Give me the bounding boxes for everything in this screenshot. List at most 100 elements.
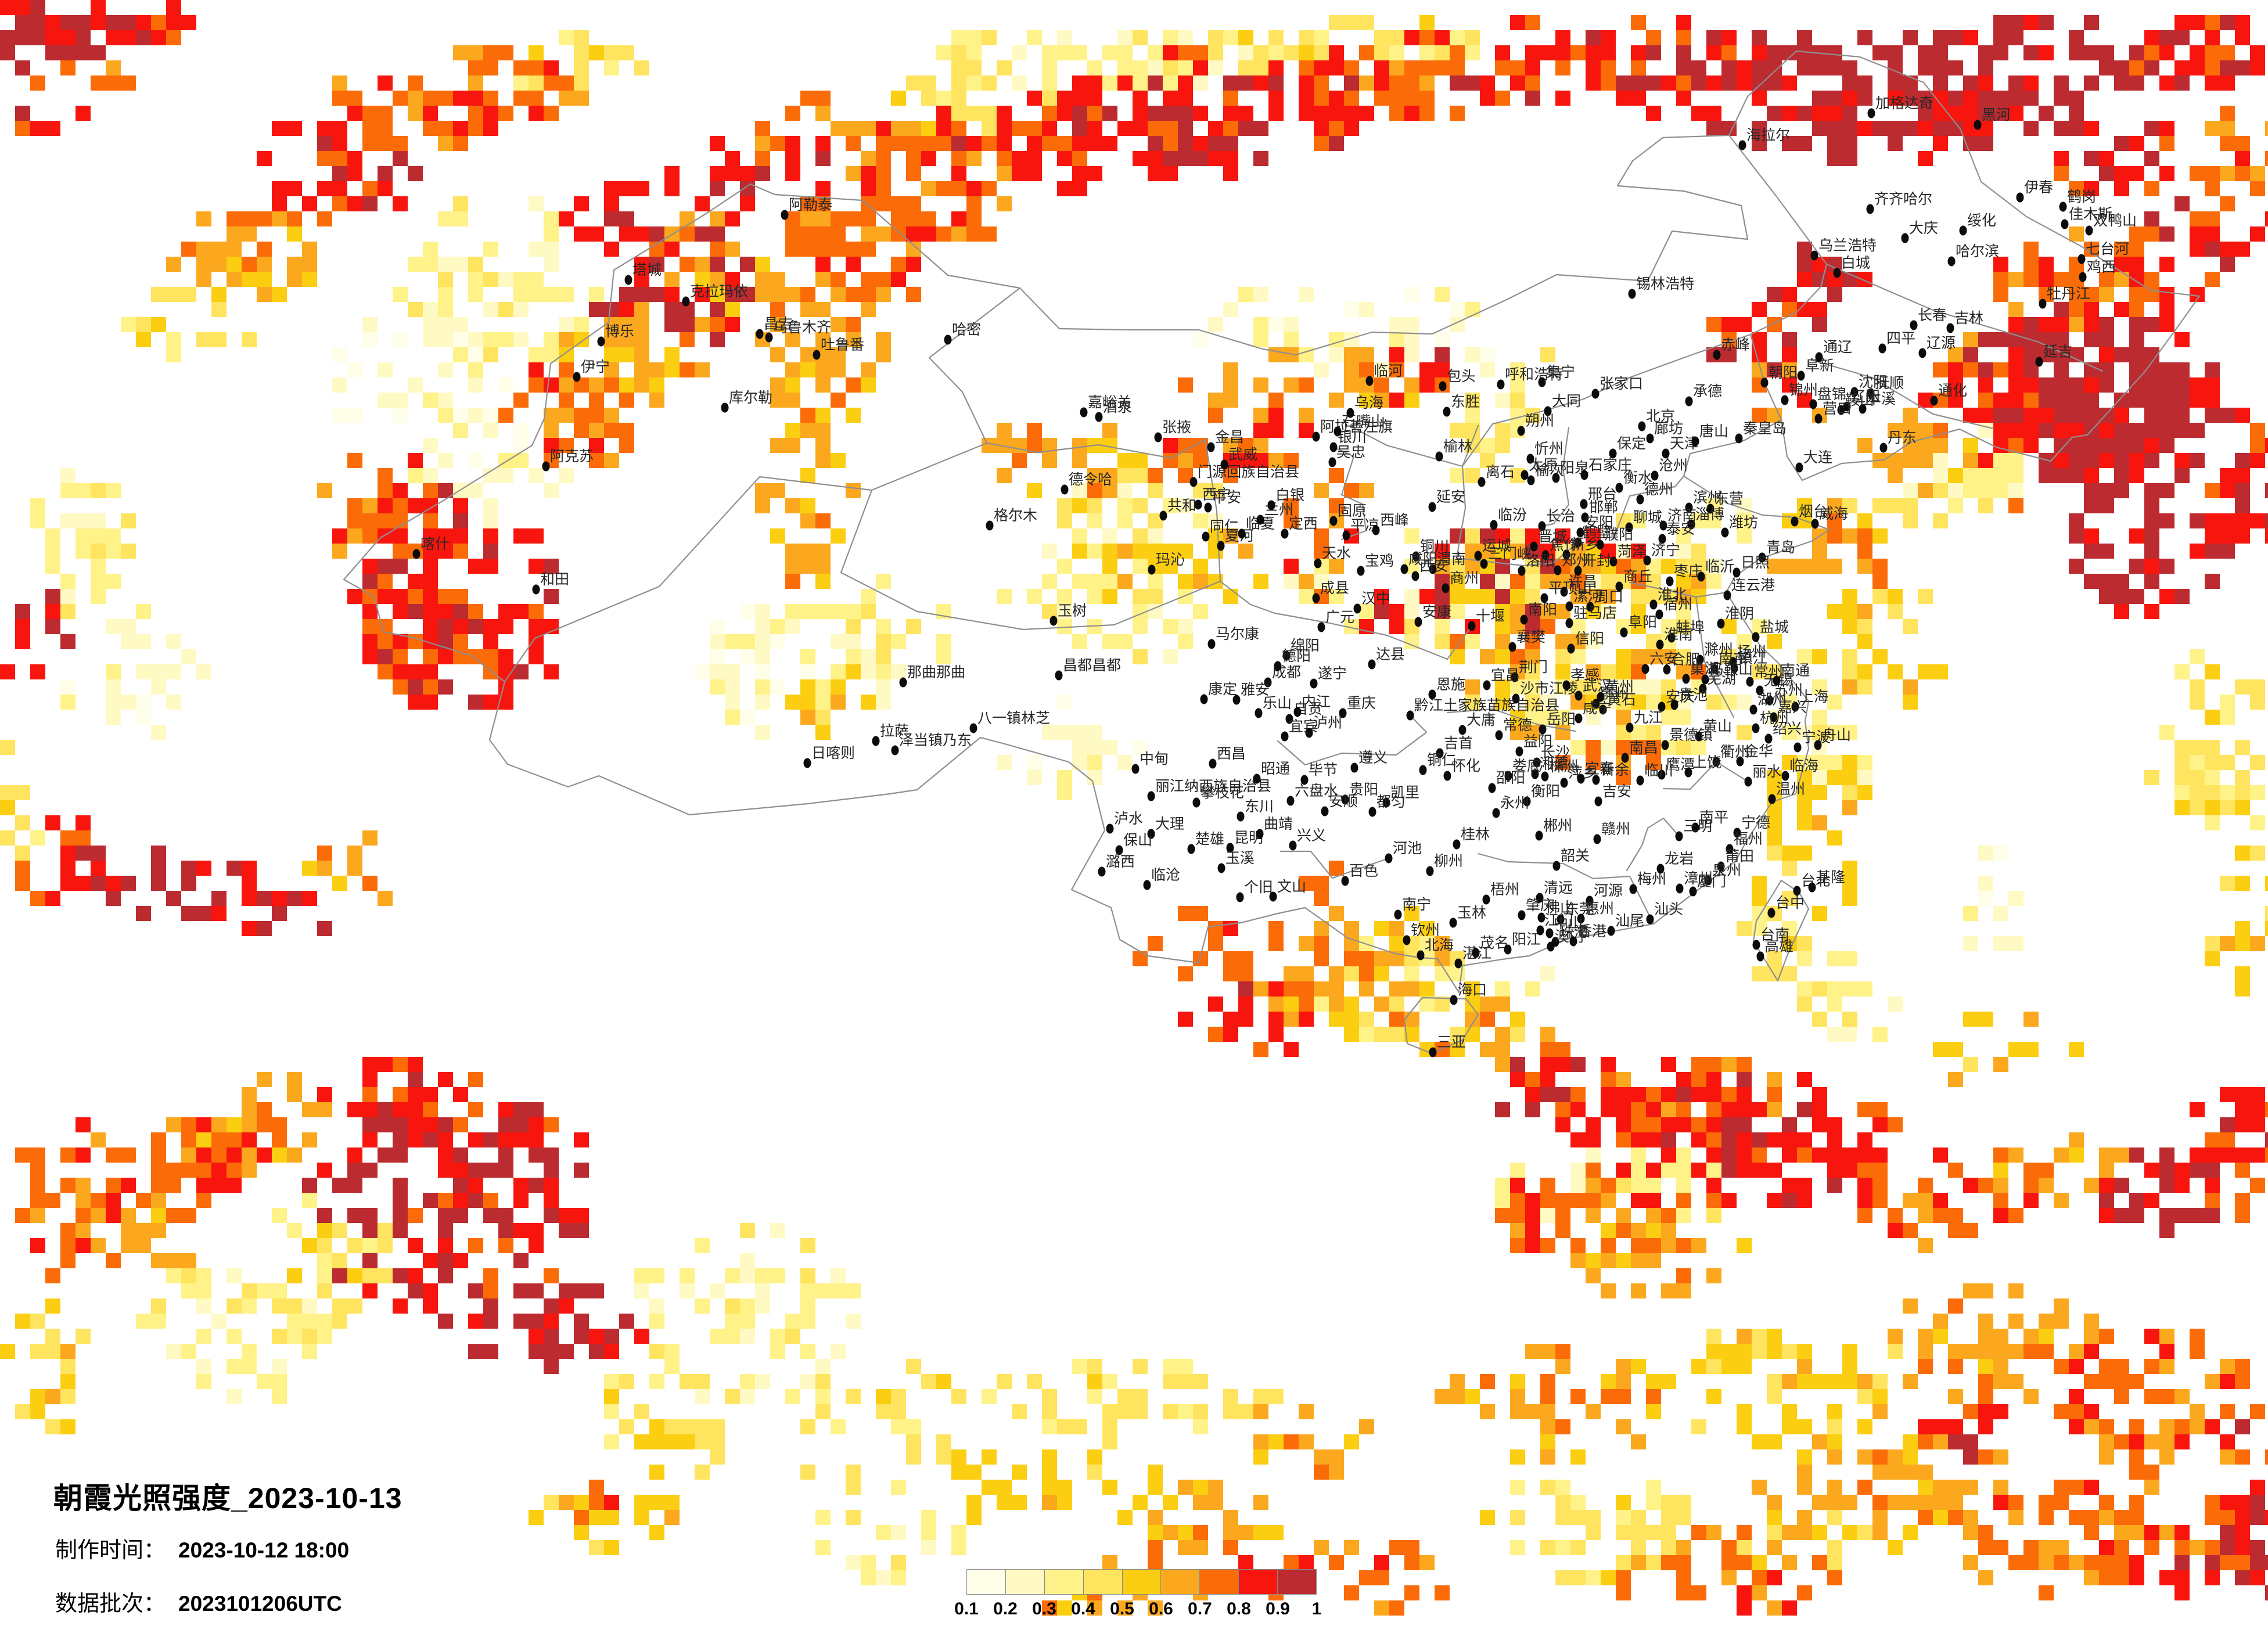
heat-cell: [619, 1374, 634, 1389]
city-label: 重庆: [1347, 695, 1376, 711]
city-marker: 平凉: [1342, 517, 1379, 541]
heat-cell: [1299, 936, 1314, 951]
heat-cell: [1797, 997, 1812, 1012]
heat-cell: [2190, 377, 2205, 393]
city-label: 东川: [1245, 798, 1274, 815]
heat-cell: [1193, 951, 1208, 966]
heat-cell: [1344, 921, 1359, 936]
heat-cell: [2023, 423, 2039, 438]
heat-cell: [1193, 75, 1208, 91]
heat-cell: [227, 1178, 242, 1193]
heat-cell: [2069, 1132, 2084, 1147]
city-marker: 白银: [1267, 487, 1304, 510]
heat-cell: [1208, 997, 1223, 1012]
heat-cell: [1601, 1087, 1616, 1102]
heat-cell: [332, 136, 347, 151]
heat-cell: [2220, 75, 2235, 91]
heat-cell: [106, 75, 121, 91]
heat-cell: [1495, 604, 1510, 619]
city-marker: 成县: [1312, 580, 1349, 603]
heat-cell: [1253, 332, 1268, 347]
heat-cell: [2054, 362, 2069, 377]
heat-cell: [861, 196, 876, 211]
heat-cell: [1253, 1434, 1268, 1449]
city-dot-icon: [1575, 690, 1583, 701]
heat-cell: [2205, 785, 2220, 800]
heat-cell: [725, 634, 740, 649]
heat-cell: [2220, 242, 2235, 257]
heat-cell: [196, 211, 211, 226]
heat-cell: [302, 1298, 317, 1314]
heat-cell: [2114, 272, 2129, 287]
heat-cell: [1963, 906, 1978, 921]
heat-cell: [2190, 513, 2205, 528]
heat-cell: [1223, 30, 1238, 45]
heat-cell: [2099, 498, 2114, 513]
heat-cell: [815, 604, 831, 619]
heat-cell: [76, 513, 91, 528]
heat-cell: [1646, 740, 1661, 755]
heat-cell: [1404, 60, 1419, 75]
heat-cell: [1631, 1147, 1646, 1163]
heat-cell: [76, 106, 91, 121]
heat-cell: [1948, 362, 1963, 377]
heat-cell: [1842, 1163, 1857, 1178]
heat-cell: [1842, 755, 1857, 770]
heat-cell: [242, 1298, 257, 1314]
heat-cell: [166, 257, 181, 272]
heat-cell: [1344, 1012, 1359, 1027]
city-dot-icon: [1508, 642, 1516, 652]
heat-cell: [1419, 60, 1435, 75]
heat-cell: [2008, 891, 2023, 906]
heat-cell: [1012, 121, 1027, 136]
heat-cell: [378, 1102, 393, 1117]
heat-cell: [1223, 302, 1238, 317]
heat-cell: [121, 1208, 136, 1223]
heat-cell: [1706, 1147, 1721, 1163]
heat-cell: [649, 1374, 664, 1389]
heat-cell: [227, 1132, 242, 1147]
heat-cell: [151, 1314, 166, 1329]
city-label: 中甸: [1140, 751, 1169, 767]
heat-cell: [2220, 1147, 2235, 1163]
heat-cell: [1721, 75, 1737, 91]
city-label: 聊城: [1633, 509, 1662, 526]
heat-cell: [257, 211, 272, 226]
heat-cell: [1918, 1329, 1933, 1344]
heat-cell: [1646, 45, 1661, 60]
heat-cell: [121, 1178, 136, 1193]
heat-cell: [1570, 1449, 1586, 1465]
heat-cell: [1389, 1027, 1404, 1042]
city-label: 八一镇林芝: [977, 710, 1050, 726]
heat-cell: [2129, 1434, 2144, 1449]
heat-cell: [2054, 423, 2069, 438]
heat-cell: [2069, 91, 2084, 106]
heat-cell: [1540, 966, 1555, 981]
heat-cell: [483, 468, 498, 483]
heat-cell: [831, 287, 846, 302]
heat-cell: [30, 830, 45, 846]
heat-cell: [1872, 649, 1888, 664]
city-label: 泽当镇乃东: [899, 732, 972, 749]
heat-cell: [498, 619, 513, 634]
city-label: 河池: [1393, 840, 1422, 857]
heat-cell: [1389, 1600, 1404, 1616]
heat-cell: [302, 242, 317, 257]
heat-cell: [2235, 1102, 2250, 1117]
heat-cell: [529, 1223, 544, 1238]
heat-cell: [60, 45, 76, 60]
heat-cell: [1888, 604, 1903, 619]
city-label: 长治: [1546, 508, 1575, 524]
heat-cell: [529, 272, 544, 287]
heat-cell: [30, 121, 45, 136]
heat-cell: [619, 45, 634, 60]
heat-cell: [1601, 45, 1616, 60]
city-label: 商州: [1450, 570, 1479, 587]
heat-cell: [408, 695, 423, 710]
heat-cell: [1872, 1117, 1888, 1132]
heat-cell: [2220, 528, 2235, 544]
heat-cell: [1948, 1223, 1963, 1238]
heat-cell: [785, 362, 800, 377]
city-marker: 哈尔滨: [1947, 243, 1999, 267]
heat-cell: [106, 710, 121, 725]
